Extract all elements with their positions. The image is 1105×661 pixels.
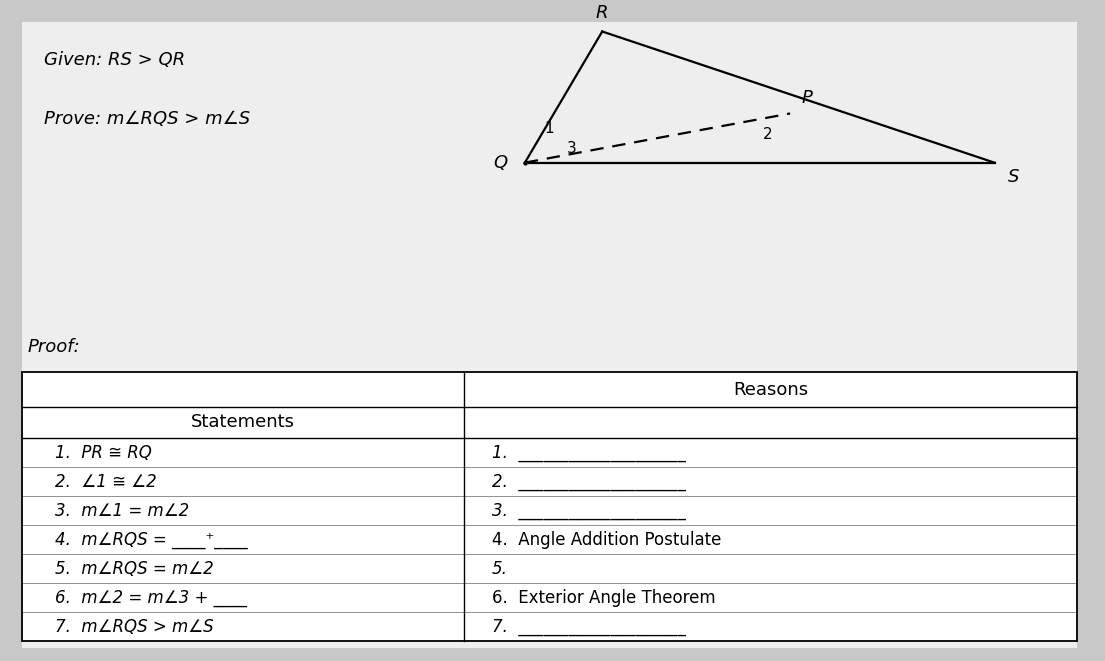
Text: 2: 2 — [762, 127, 772, 141]
Text: Q: Q — [494, 153, 507, 172]
Text: P: P — [801, 89, 812, 107]
Text: 3: 3 — [567, 141, 577, 156]
Text: 5.  m∠RQS = m∠2: 5. m∠RQS = m∠2 — [55, 560, 214, 578]
Text: Prove: m∠RQS > m∠S: Prove: m∠RQS > m∠S — [44, 110, 251, 128]
Text: 3.  m∠1 = m∠2: 3. m∠1 = m∠2 — [55, 502, 189, 520]
Text: 4.  Angle Addition Postulate: 4. Angle Addition Postulate — [492, 531, 722, 549]
Text: S: S — [1008, 168, 1019, 186]
Text: Reasons: Reasons — [734, 381, 808, 399]
Bar — [22, 373, 1077, 641]
Text: 3.  ____________________: 3. ____________________ — [492, 502, 685, 520]
Text: 7.  m∠RQS > m∠S: 7. m∠RQS > m∠S — [55, 618, 214, 636]
Text: 7.  ____________________: 7. ____________________ — [492, 618, 685, 636]
Text: 6.  Exterior Angle Theorem: 6. Exterior Angle Theorem — [492, 589, 715, 607]
Text: 1.  PR ≅ RQ: 1. PR ≅ RQ — [55, 444, 152, 461]
Text: 5.: 5. — [492, 560, 507, 578]
Text: Given: RS > QR: Given: RS > QR — [44, 51, 186, 69]
Text: Statements: Statements — [191, 413, 295, 432]
Text: 2.  ∠1 ≅ ∠2: 2. ∠1 ≅ ∠2 — [55, 473, 157, 490]
Text: 6.  m∠2 = m∠3 + ____: 6. m∠2 = m∠3 + ____ — [55, 589, 248, 607]
Text: 2.  ____________________: 2. ____________________ — [492, 473, 685, 490]
Text: R: R — [596, 4, 609, 22]
Text: Proof:: Proof: — [28, 338, 81, 356]
Text: 1: 1 — [545, 122, 555, 136]
Text: 1.  ____________________: 1. ____________________ — [492, 444, 685, 461]
Text: 4.  m∠RQS = ____⁺____: 4. m∠RQS = ____⁺____ — [55, 531, 248, 549]
